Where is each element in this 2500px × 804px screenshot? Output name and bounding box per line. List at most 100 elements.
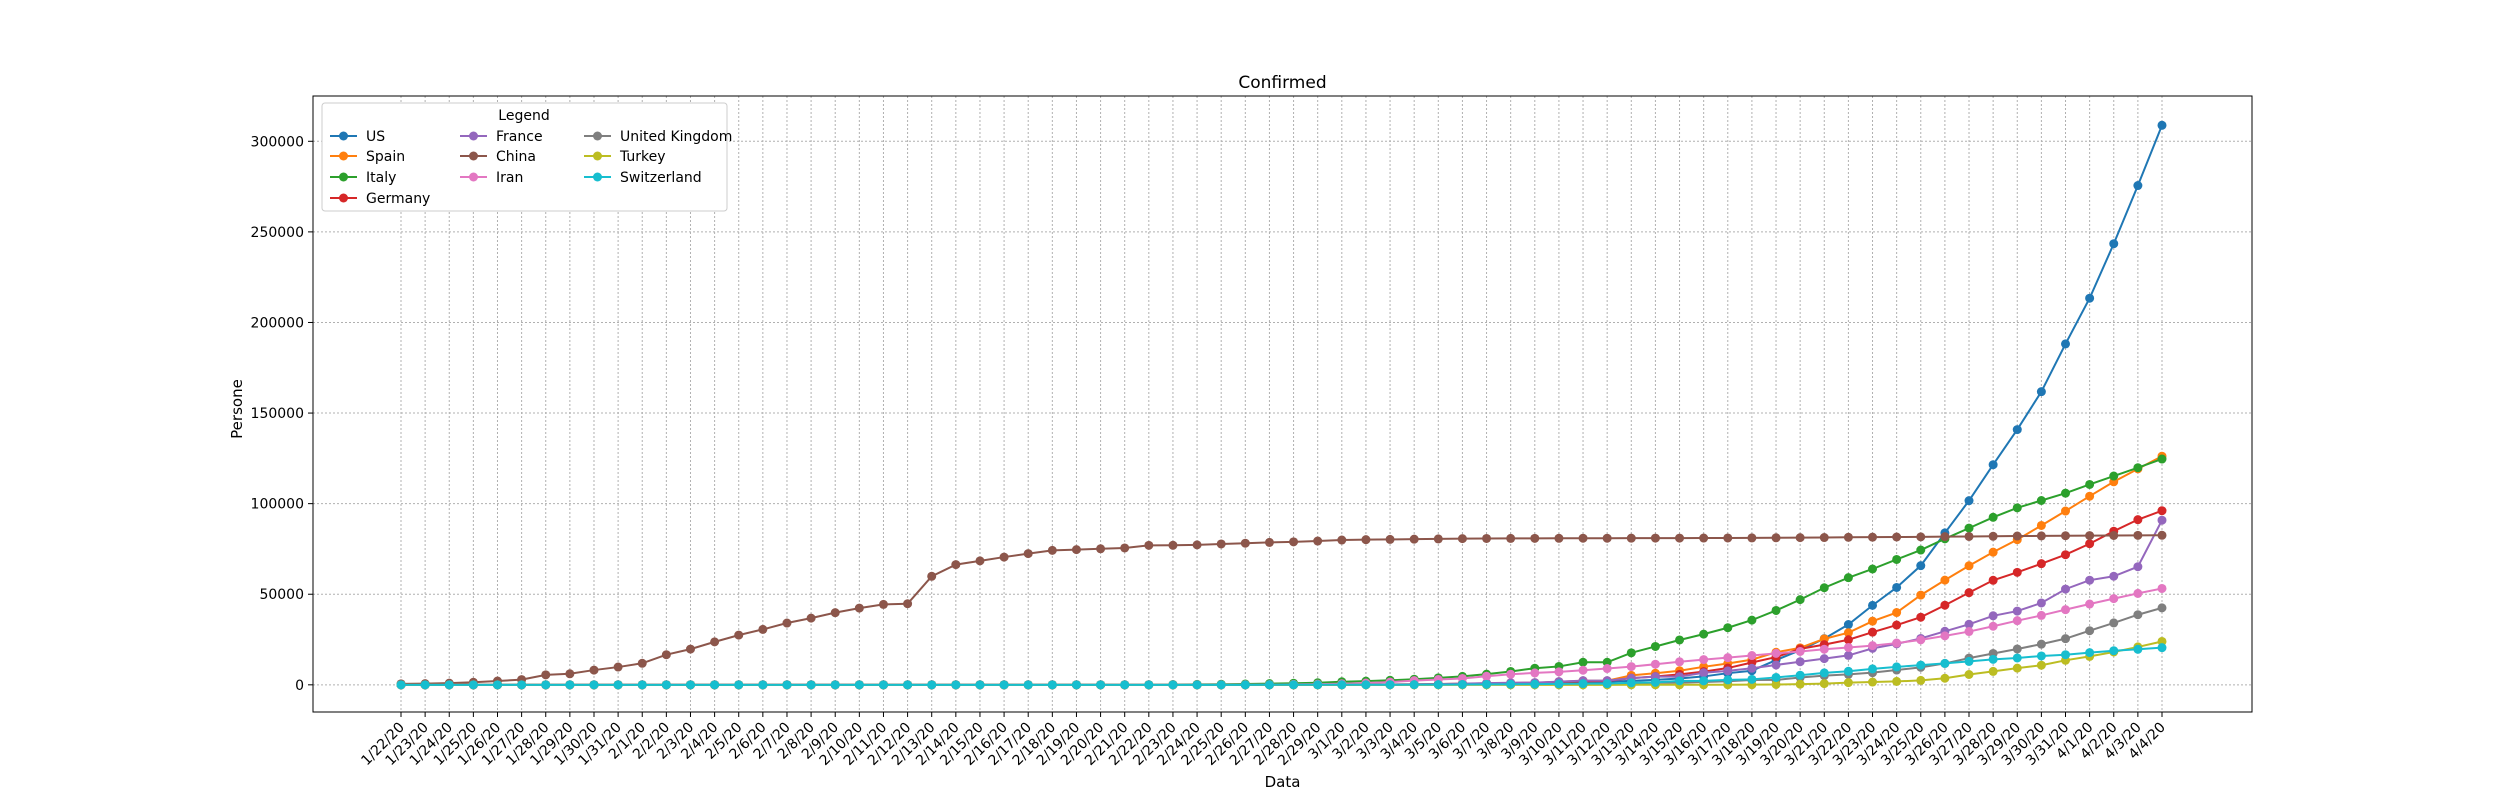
data-point (1843, 532, 1853, 542)
data-point (1795, 595, 1805, 605)
data-point (1047, 680, 1057, 690)
data-point (2012, 663, 2022, 673)
data-point (1385, 680, 1395, 690)
data-point (1843, 628, 1853, 638)
data-point (541, 680, 551, 690)
data-point (1554, 679, 1564, 689)
data-point (1675, 635, 1685, 645)
data-point (1023, 680, 1033, 690)
data-point (1819, 654, 1829, 664)
data-point (2085, 648, 2095, 658)
data-point (1530, 533, 1540, 543)
data-point (1868, 532, 1878, 542)
data-point (1047, 545, 1057, 555)
data-point (2061, 488, 2071, 498)
data-point (1988, 460, 1998, 470)
data-point (1843, 573, 1853, 583)
data-point (1916, 635, 1926, 645)
y-axis-label: Persone (228, 379, 246, 439)
data-point (1096, 544, 1106, 554)
data-point (1337, 535, 1347, 545)
series-germany (396, 506, 2167, 690)
data-point (637, 658, 647, 668)
data-point (2157, 583, 2167, 593)
legend-label: Germany (366, 191, 430, 207)
data-point (1602, 533, 1612, 543)
data-point (1988, 575, 1998, 585)
data-point (1819, 668, 1829, 678)
data-point (1361, 680, 1371, 690)
data-point (2133, 181, 2143, 191)
legend-label: Spain (366, 149, 405, 165)
data-point (1771, 605, 1781, 615)
data-point (2036, 610, 2046, 620)
data-point (1096, 680, 1106, 690)
legend-item-spain: Spain (330, 149, 405, 165)
data-point (1843, 678, 1853, 688)
data-point (854, 603, 864, 613)
data-point (2036, 496, 2046, 505)
data-point (2012, 567, 2022, 577)
data-point (420, 680, 430, 690)
data-point (1795, 646, 1805, 656)
legend-label: Iran (496, 170, 523, 186)
data-point (1240, 680, 1250, 690)
data-point (975, 556, 985, 566)
data-point (1843, 666, 1853, 676)
data-point (589, 680, 599, 690)
data-point (1771, 660, 1781, 670)
data-point (1723, 653, 1733, 663)
data-point (1747, 651, 1757, 661)
data-point (2085, 293, 2095, 303)
data-point (1699, 533, 1709, 543)
data-point (1240, 538, 1250, 548)
data-point (1771, 648, 1781, 658)
data-point (1650, 677, 1660, 687)
y-tick-label: 200000 (251, 315, 304, 331)
data-point (1747, 674, 1757, 684)
legend-marker (593, 172, 602, 182)
data-point (1771, 533, 1781, 543)
data-point (878, 599, 888, 609)
data-point (2085, 479, 2095, 489)
data-point (1940, 532, 1950, 542)
data-point (2133, 530, 2143, 540)
data-point (1795, 657, 1805, 667)
y-tick-label: 300000 (251, 134, 304, 150)
data-point (1964, 670, 1974, 679)
data-point (830, 680, 840, 690)
data-point (541, 670, 551, 680)
data-point (1626, 662, 1636, 672)
y-tick-label: 100000 (251, 497, 304, 513)
data-point (2036, 639, 2046, 649)
data-point (2157, 636, 2167, 646)
data-point (2157, 603, 2167, 613)
data-point (1892, 582, 1902, 592)
data-point (903, 680, 913, 690)
legend-marker (339, 131, 348, 141)
data-point (1868, 664, 1878, 674)
data-point (517, 680, 527, 690)
data-point (2036, 651, 2046, 661)
data-point (1482, 533, 1492, 543)
data-point (1892, 676, 1902, 686)
data-point (1457, 679, 1467, 689)
data-point (1675, 657, 1685, 667)
data-point (2109, 618, 2119, 628)
data-point (2157, 530, 2167, 540)
data-point (1554, 667, 1564, 677)
series-china (396, 530, 2167, 689)
data-point (1964, 619, 1974, 629)
legend: Legend US Spain Italy Germany France China Ira… (321, 102, 732, 212)
data-point (2085, 626, 2095, 636)
data-point (2012, 653, 2022, 663)
data-point (1819, 644, 1829, 654)
data-point (1313, 680, 1323, 690)
data-point (1192, 540, 1202, 550)
data-point (782, 618, 792, 628)
data-point (951, 560, 961, 570)
data-point (2036, 660, 2046, 670)
data-point (2061, 339, 2071, 349)
data-point (830, 608, 840, 618)
